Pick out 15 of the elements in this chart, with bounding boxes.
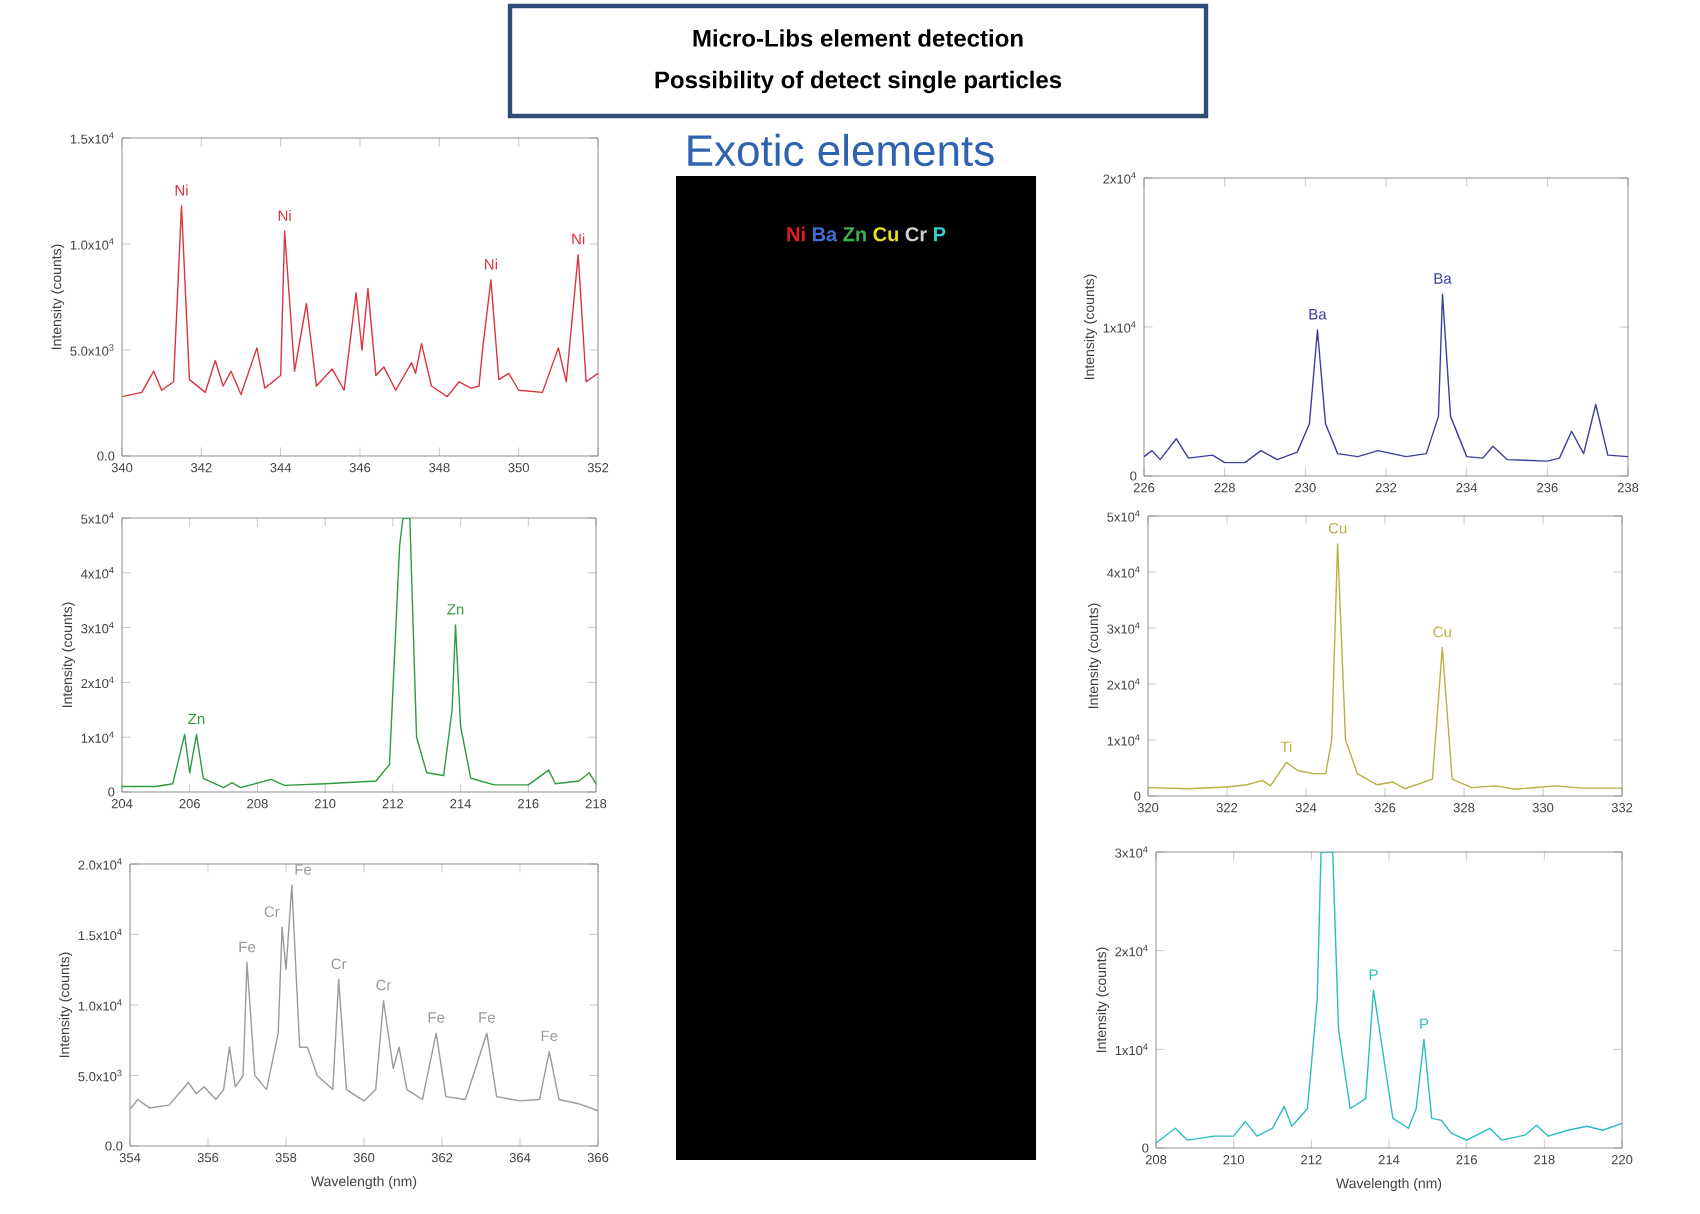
category-label: Zn <box>843 227 866 242</box>
line-series <box>122 205 598 398</box>
text: Micro-Libs element detection <box>693 29 1023 47</box>
category-label: Ba <box>812 227 838 242</box>
line-series <box>130 884 599 1112</box>
line-series <box>1148 543 1623 790</box>
category-label: Cu <box>873 227 899 242</box>
category-label: P <box>934 227 946 242</box>
text: Exotic elements <box>688 133 994 167</box>
text: Possibility of detect single particles <box>655 70 1062 94</box>
category-label: Cr <box>905 227 927 242</box>
line-series <box>1144 293 1629 464</box>
line-series <box>1156 852 1623 1144</box>
line-series <box>122 518 597 789</box>
category-label: Ni <box>787 226 805 242</box>
